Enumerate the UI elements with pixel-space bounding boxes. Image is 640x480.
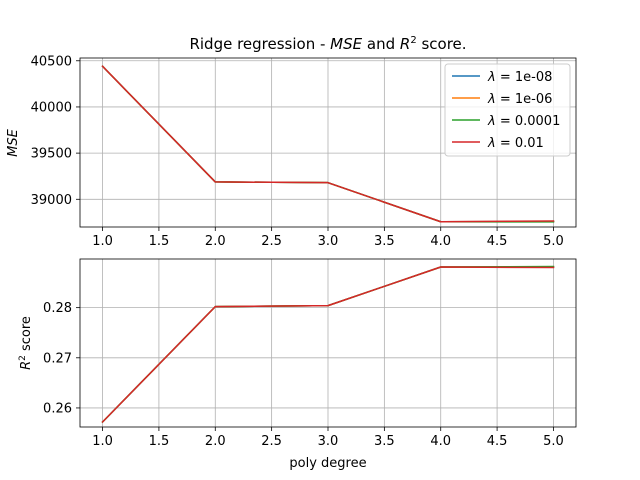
r2-x-tick-label: 1.5 — [149, 434, 170, 449]
chart-title: Ridge regression - MSE and R2 score. — [189, 35, 466, 53]
legend-prefix: λ = — [487, 70, 515, 85]
legend-box — [444, 63, 571, 157]
legend-value: 0.0001 — [515, 114, 561, 129]
legend-entry-0: λ = 1e-08 — [487, 70, 552, 85]
r2-y-tick-label: 0.27 — [43, 351, 72, 366]
legend-value: 0.01 — [515, 136, 544, 151]
title-part-2: MSE — [330, 35, 362, 53]
r2-ylabel-part-3: score — [19, 316, 34, 355]
r2-ylabel-part-1: R — [19, 361, 34, 370]
legend-value: 1e-06 — [515, 92, 553, 107]
r2-y-axis-label: R2 score — [18, 316, 34, 370]
legend-prefix: λ = — [487, 114, 515, 129]
mse-x-tick-label: 2.5 — [261, 234, 282, 249]
mse-panel: 1.0 1.5 2.0 2.5 3.0 3.5 4.0 4.5 5.0 39000 39500 400… — [31, 54, 577, 249]
mse-x-tick-label: 5.0 — [543, 234, 564, 249]
mse-series-line-3 — [101, 65, 555, 223]
legend-entry-2: λ = 0.0001 — [487, 114, 560, 129]
mse-x-tick-label: 2.0 — [205, 234, 226, 249]
legend-value: 1e-08 — [515, 70, 553, 85]
title-part-4: R — [400, 35, 410, 53]
legend-prefix: λ = — [487, 92, 515, 107]
mse-y-axis-label: MSE — [6, 128, 21, 156]
title-part-1: Ridge regression - — [189, 35, 330, 53]
mse-y-tick-label: 40500 — [31, 54, 72, 69]
title-part-5: 2 — [410, 35, 416, 46]
r2-x-tick-label: 3.0 — [318, 434, 339, 449]
x-axis-label: poly degree — [289, 456, 366, 471]
mse-y-tick-label: 39000 — [31, 193, 72, 208]
r2-panel: 1.0 1.5 2.0 2.5 3.0 3.5 4.0 4.5 5.0 0.26 0.27 0.28 — [43, 258, 577, 449]
legend-entry-1: λ = 1e-06 — [487, 92, 552, 107]
mse-x-tick-label: 1.5 — [149, 234, 170, 249]
mse-y-tick-label: 40000 — [31, 100, 72, 115]
r2-x-tick-label: 5.0 — [543, 434, 564, 449]
r2-x-tick-label: 1.0 — [92, 434, 113, 449]
r2-y-tick-label: 0.28 — [43, 301, 72, 316]
r2-x-tick-label: 2.5 — [261, 434, 282, 449]
r2-x-tick-label: 2.0 — [205, 434, 226, 449]
title-part-3: and — [362, 35, 400, 53]
mse-y-tick-label: 39500 — [31, 147, 72, 162]
title-part-6: score. — [417, 35, 467, 53]
r2-y-tick-label: 0.26 — [43, 401, 72, 416]
r2-x-tick-label: 3.5 — [374, 434, 395, 449]
r2-ylabel-part-2: 2 — [18, 355, 28, 361]
mse-x-tick-label: 4.5 — [487, 234, 508, 249]
legend-entry-3: λ = 0.01 — [487, 136, 544, 151]
r2-series-line-3 — [101, 266, 555, 424]
r2-x-tick-label: 4.0 — [430, 434, 451, 449]
mse-x-tick-label: 3.0 — [318, 234, 339, 249]
mse-x-tick-label: 3.5 — [374, 234, 395, 249]
mse-x-tick-label: 4.0 — [430, 234, 451, 249]
r2-x-tick-label: 4.5 — [487, 434, 508, 449]
mse-x-tick-label: 1.0 — [92, 234, 113, 249]
legend-prefix: λ = — [487, 136, 515, 151]
